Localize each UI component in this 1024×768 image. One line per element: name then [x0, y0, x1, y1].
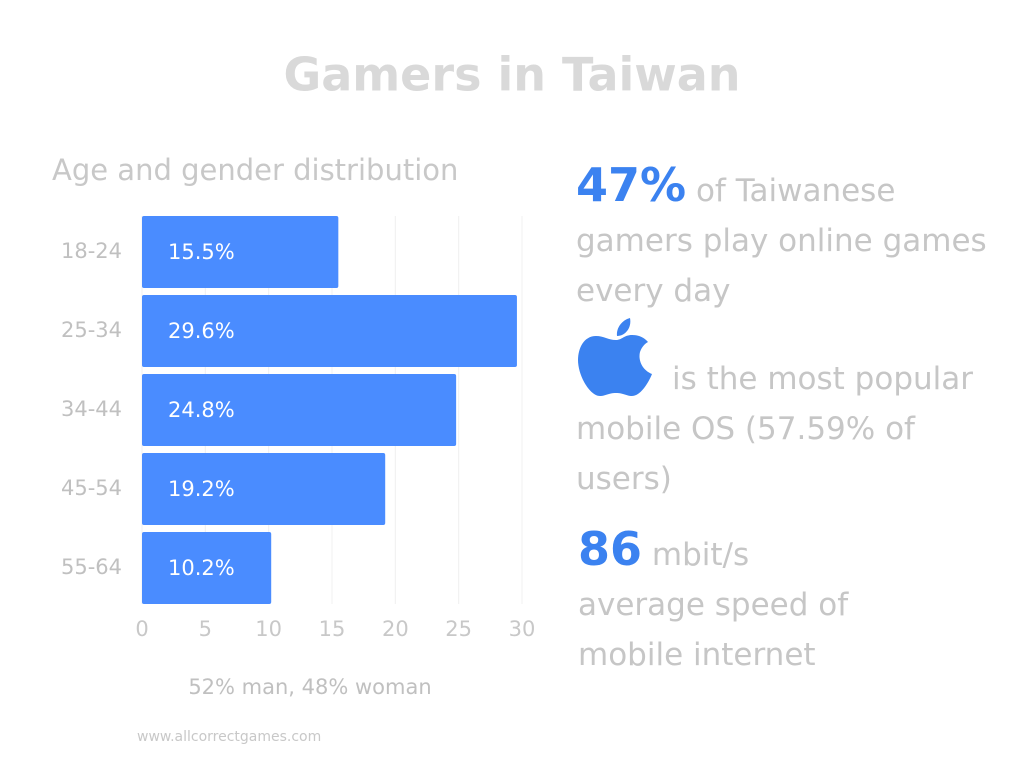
chart-note: 52% man, 48% woman: [188, 675, 431, 699]
apple-icon: [578, 318, 652, 396]
x-tick-label: 30: [509, 617, 536, 641]
value-label: 10.2%: [168, 556, 235, 580]
x-tick-label: 15: [319, 617, 346, 641]
source: www.allcorrectgames.com: [137, 729, 321, 745]
stat: is the most popular mobile OS (57.59% of…: [576, 354, 1016, 504]
bar: [142, 532, 272, 604]
value-label: 15.5%: [168, 240, 235, 264]
stat: 86 mbit/s average speed of mobile interne…: [578, 524, 898, 680]
x-tick-label: 25: [445, 617, 472, 641]
stat-text: is the most popular mobile OS (57.59% of…: [576, 361, 973, 497]
bar: [142, 295, 517, 367]
y-tick-label: 34-44: [61, 397, 122, 421]
bar: [142, 216, 339, 288]
y-tick-label: 45-54: [61, 476, 122, 500]
chart-subtitle: Age and gender distribution: [52, 153, 458, 187]
stat-text: average speed of mobile internet: [578, 587, 849, 673]
stat: 47% of Taiwanese gamers play online game…: [576, 160, 1016, 316]
y-tick-label: 18-24: [61, 239, 122, 263]
x-tick-label: 5: [199, 617, 212, 641]
x-tick-label: 10: [255, 617, 282, 641]
y-tick-label: 55-64: [61, 555, 122, 579]
y-tick-label: 25-34: [61, 318, 122, 342]
stat-highlight: 86: [578, 522, 643, 576]
value-label: 29.6%: [168, 319, 235, 343]
value-label: 19.2%: [168, 477, 235, 501]
stat-unit: mbit/s: [651, 537, 750, 573]
value-label: 24.8%: [168, 398, 235, 422]
title: Gamers in Taiwan: [283, 48, 740, 102]
x-tick-label: 0: [135, 617, 148, 641]
stat-highlight: 47%: [576, 158, 687, 212]
stat-text: of Taiwanese gamers play online games ev…: [576, 173, 987, 309]
bar: [142, 453, 386, 525]
bar: [142, 374, 457, 446]
x-tick-label: 20: [382, 617, 409, 641]
